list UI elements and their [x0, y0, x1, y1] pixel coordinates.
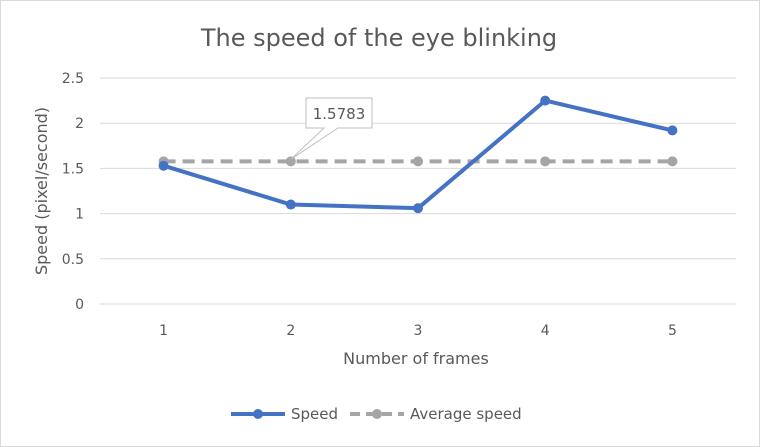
- y-tick-label: 2.5: [62, 71, 84, 87]
- data-point: [413, 203, 423, 214]
- y-tick-label: 1.5: [62, 161, 84, 177]
- legend-label: Average speed: [410, 405, 522, 423]
- data-point: [158, 160, 169, 171]
- x-tick-label: 2: [286, 323, 295, 339]
- y-axis-ticks: 0 0.5 1 1.5 2 2.5: [62, 71, 84, 313]
- data-point: [667, 125, 678, 136]
- x-axis-ticks: 1 2 3 4 5: [159, 323, 677, 339]
- y-tick-label: 0.5: [62, 252, 84, 268]
- y-tick-label: 2: [75, 116, 84, 132]
- legend-label: Speed: [291, 405, 338, 423]
- x-axis-title: Number of frames: [343, 349, 489, 368]
- data-point: [667, 156, 678, 167]
- chart-title: The speed of the eye blinking: [200, 24, 557, 52]
- x-tick-label: 1: [159, 323, 168, 339]
- x-tick-label: 5: [668, 323, 677, 339]
- data-callout: 1.5783: [290, 97, 373, 160]
- callout-box: [290, 97, 373, 160]
- legend: Speed Average speed: [231, 405, 522, 423]
- data-point: [285, 156, 296, 167]
- y-axis-title: Speed (pixel/second): [32, 107, 51, 275]
- callout-label: 1.5783: [313, 105, 366, 123]
- data-point: [285, 199, 296, 210]
- data-point: [413, 156, 423, 167]
- y-tick-label: 0: [75, 297, 84, 313]
- legend-swatch-marker: [372, 409, 382, 419]
- x-tick-label: 3: [414, 323, 423, 339]
- series-group: [158, 95, 678, 214]
- data-point: [540, 95, 551, 106]
- y-tick-label: 1: [75, 207, 84, 223]
- legend-swatch-marker: [253, 409, 263, 419]
- data-point: [540, 156, 551, 167]
- x-tick-label: 4: [541, 323, 550, 339]
- gridlines: [100, 77, 736, 305]
- series-line-0: [163, 98, 673, 211]
